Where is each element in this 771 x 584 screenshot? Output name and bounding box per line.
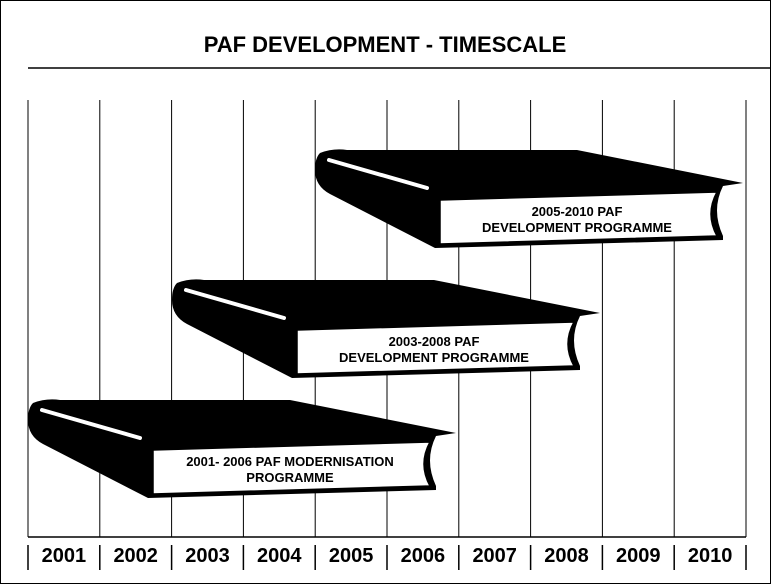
book-label-area [152,441,432,495]
year-label: 2005 [329,545,374,567]
year-label: 2009 [616,545,661,567]
year-labels: 2001 2002 2003 2004 2005 2006 2007 2008 2009 2010 [42,545,733,567]
book-label-area [439,191,719,245]
book-label: PROGRAMME [246,470,334,485]
book-label: 2003-2008 PAF [389,334,480,349]
book-label: 2005-2010 PAF [532,204,623,219]
year-label: 2007 [472,545,517,567]
book-label: DEVELOPMENT PROGRAMME [339,350,529,365]
book-label: 2001- 2006 PAF MODERNISATION [186,454,394,469]
book-highlight [184,288,286,320]
book-highlight [327,158,429,190]
year-label: 2008 [544,545,589,567]
book-label-area [296,321,576,375]
book-highlight [40,408,142,440]
title: PAF DEVELOPMENT - TIMESCALE [204,32,567,57]
year-label: 2003 [185,545,230,567]
books: 2001- 2006 PAF MODERNISATIONPROGRAMME200… [28,149,743,498]
book-label: DEVELOPMENT PROGRAMME [482,220,672,235]
year-label: 2010 [688,545,733,567]
year-label: 2002 [113,545,158,567]
year-label: 2001 [42,545,87,567]
year-label: 2004 [257,545,302,567]
year-label: 2006 [401,545,446,567]
